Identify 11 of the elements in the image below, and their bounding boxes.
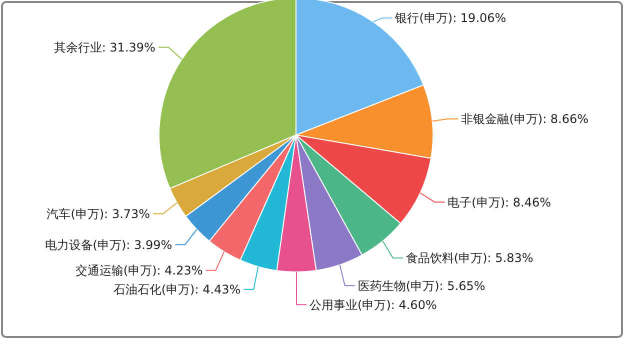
slice-label: 其余行业: 31.39% (54, 40, 156, 54)
slice-label: 非银金融(申万): 8.66% (461, 112, 589, 126)
slice-label: 汽车(申万): 3.73% (46, 206, 150, 221)
slice-label: 银行(申万): 19.06% (394, 11, 506, 26)
slice-label: 交通运输(申万): 4.23% (75, 264, 203, 278)
slice-label: 医药生物(申万): 5.65% (358, 278, 486, 293)
slice-label: 电力设备(申万): 3.99% (44, 238, 172, 252)
slice-label: 石油石化(申万): 4.43% (113, 282, 241, 297)
slice-label: 电子(申万): 8.46% (448, 195, 552, 210)
slice-label: 公用事业(申万): 4.60% (310, 298, 437, 312)
slice-label: 食品饮料(申万): 5.83% (406, 251, 534, 266)
